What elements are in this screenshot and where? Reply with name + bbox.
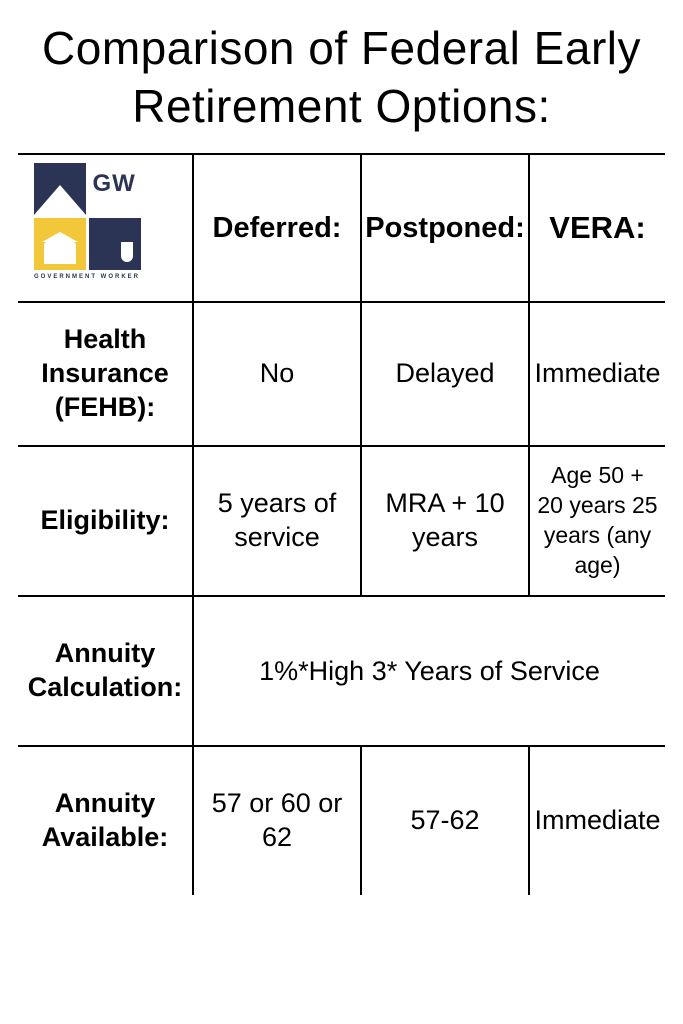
logo-caption: GOVERNMENT WORKER [22, 274, 152, 282]
page-title: Comparison of Federal Early Retirement O… [18, 20, 665, 135]
gw-logo: GW GOVERNMENT WORKER [22, 163, 152, 282]
row-label-annuity-avail: Annuity Available: [18, 745, 194, 895]
cell-health-postponed: Delayed [362, 301, 530, 445]
row-label-health: Health Insurance (FEHB): [18, 301, 194, 445]
cell-health-vera: Immediate [530, 301, 665, 445]
comparison-table: GW GOVERNMENT WORKER Deferred: Postponed… [18, 153, 665, 895]
cell-elig-deferred: 5 years of service [194, 445, 362, 595]
logo-cell: GW GOVERNMENT WORKER [18, 153, 194, 301]
cell-avail-deferred: 57 or 60 or 62 [194, 745, 362, 895]
cell-avail-vera: Immediate [530, 745, 665, 895]
col-header-deferred: Deferred: [194, 153, 362, 301]
mountain-icon [34, 163, 86, 215]
cell-health-deferred: No [194, 301, 362, 445]
cell-avail-postponed: 57-62 [362, 745, 530, 895]
cell-annuity-calc-merged: 1%*High 3* Years of Service [194, 595, 665, 745]
cell-elig-postponed: MRA + 10 years [362, 445, 530, 595]
logo-initials: GW [89, 163, 141, 215]
building-icon [34, 218, 86, 270]
row-label-annuity-calc: Annuity Calculation: [18, 595, 194, 745]
cell-elig-vera: Age 50 + 20 years 25 years (any age) [530, 445, 665, 595]
col-header-vera: VERA: [530, 153, 665, 301]
beaker-icon [89, 218, 141, 270]
col-header-postponed: Postponed: [362, 153, 530, 301]
infographic-container: Comparison of Federal Early Retirement O… [0, 0, 683, 895]
row-label-eligibility: Eligibility: [18, 445, 194, 595]
